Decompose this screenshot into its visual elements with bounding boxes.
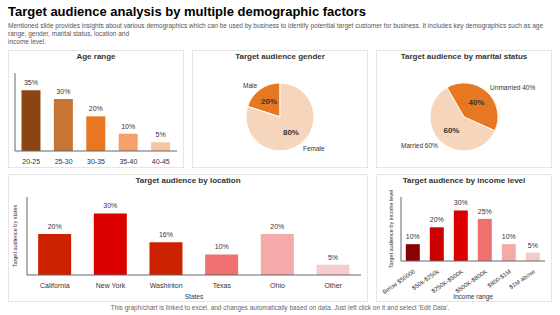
svg-text:10%: 10% <box>502 233 516 240</box>
html-text:Target audience by location: Target audience by location <box>135 176 241 185</box>
svg-text:30%: 30% <box>454 199 468 206</box>
svg-text:30%: 30% <box>103 202 117 209</box>
svg-text:States: States <box>185 293 204 300</box>
svg-text:5%: 5% <box>328 254 338 261</box>
svg-text:20%: 20% <box>430 216 444 223</box>
svg-text:New York: New York <box>96 282 126 289</box>
svg-text:20%: 20% <box>48 223 62 230</box>
svg-text:25%: 25% <box>478 208 492 215</box>
svg-text:20%: 20% <box>89 105 103 112</box>
svg-text:5%: 5% <box>156 131 166 138</box>
svg-text:35-40: 35-40 <box>119 158 137 165</box>
html-text:Target audience by marital sta: Target audience by marital status <box>400 52 528 61</box>
html-text:Mentioned slide provides insig: Mentioned slide provides insights about … <box>8 22 544 45</box>
svg-text:20%: 20% <box>261 97 277 106</box>
svg-text:10%: 10% <box>406 233 420 240</box>
svg-text:$500K-$800K: $500K-$800K <box>455 268 489 294</box>
svg-text:Married 60%: Married 60% <box>401 142 438 149</box>
svg-text:$50k-$250k: $50k-$250k <box>410 268 440 292</box>
svg-text:16%: 16% <box>159 231 173 238</box>
svg-text:25-30: 25-30 <box>55 158 73 165</box>
svg-text:Female: Female <box>303 145 325 152</box>
svg-text:20%: 20% <box>270 223 284 230</box>
svg-text:Washinton: Washinton <box>150 282 183 289</box>
html-text:Target audience by income leve: Target audience by income level <box>402 176 526 185</box>
svg-text:Target audience by income leve: Target audience by income level <box>388 190 394 269</box>
svg-text:Male: Male <box>243 82 257 89</box>
svg-text:30%: 30% <box>56 88 70 95</box>
svg-text:40-45: 40-45 <box>152 158 170 165</box>
svg-text:10%: 10% <box>121 123 135 130</box>
html-text:This graph/chart is linked to: This graph/chart is linked to excel, and… <box>110 304 450 311</box>
svg-text:60%: 60% <box>443 126 459 135</box>
svg-text:California: California <box>40 282 70 289</box>
svg-text:10%: 10% <box>215 243 229 250</box>
html-text:Age range: Age range <box>76 52 116 61</box>
svg-text:20-25: 20-25 <box>22 158 40 165</box>
html-text:Target audience analysis by mu: Target audience analysis by multiple dem… <box>8 4 367 19</box>
svg-text:40%: 40% <box>469 98 485 107</box>
svg-text:35%: 35% <box>24 79 38 86</box>
svg-text:5%: 5% <box>528 242 538 249</box>
svg-text:80%: 80% <box>283 128 299 137</box>
svg-text:$250K-$500K: $250K-$500K <box>430 268 464 295</box>
html-text:Target audience gender: Target audience gender <box>235 52 325 61</box>
svg-text:Ohio: Ohio <box>270 282 285 289</box>
svg-text:Income range: Income range <box>453 293 493 301</box>
svg-text:Target audience by states: Target audience by states <box>12 204 18 267</box>
svg-text:Texas: Texas <box>213 282 232 289</box>
svg-text:$800-$1M: $800-$1M <box>486 268 512 289</box>
svg-text:$1M above: $1M above <box>508 268 536 290</box>
svg-text:30-35: 30-35 <box>87 158 105 165</box>
svg-text:Below $50000: Below $50000 <box>381 268 416 295</box>
svg-text:Unmarried 40%: Unmarried 40% <box>490 84 535 91</box>
svg-text:Other: Other <box>324 282 342 289</box>
